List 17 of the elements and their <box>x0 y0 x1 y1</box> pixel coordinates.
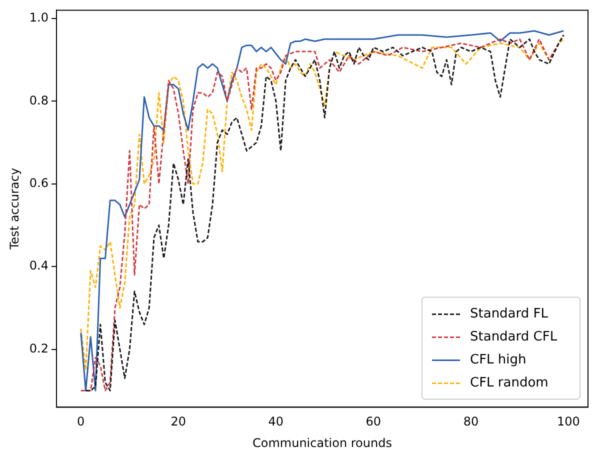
legend-label: CFL high <box>470 352 526 368</box>
y-tick-label: 0.2 <box>29 341 48 356</box>
x-tick-label: 60 <box>366 414 382 429</box>
x-tick-label: 80 <box>463 414 479 429</box>
y-axis-title: Test accuracy <box>7 168 22 250</box>
y-tick-label: 0.6 <box>29 176 48 190</box>
legend-label: Standard CFL <box>470 330 558 345</box>
x-tick-label: 20 <box>170 414 186 429</box>
x-axis-title: Communication rounds <box>252 436 392 450</box>
y-tick-label: 1.0 <box>29 10 48 25</box>
y-tick-label: 0.4 <box>29 258 48 273</box>
x-tick-label: 0 <box>77 414 85 429</box>
y-tick-label: 0.8 <box>29 93 48 108</box>
x-tick-label: 100 <box>557 414 580 429</box>
x-tick-label: 40 <box>268 414 284 429</box>
legend-label: Standard FL <box>470 306 549 322</box>
legend-label: CFL random <box>470 376 548 391</box>
